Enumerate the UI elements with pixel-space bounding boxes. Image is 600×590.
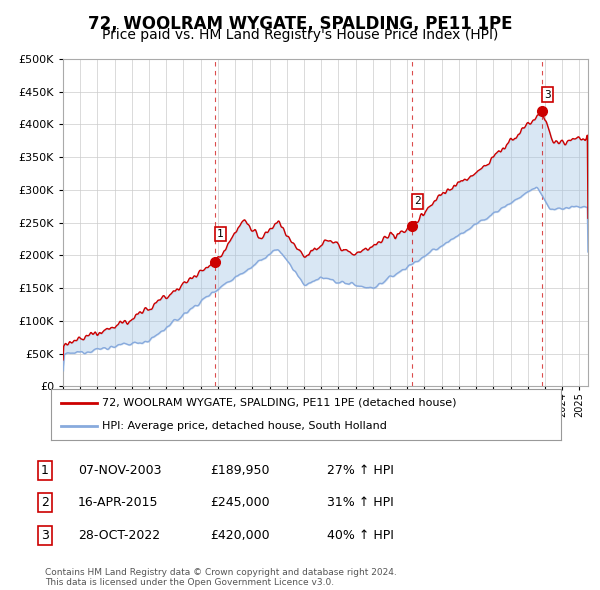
- Text: 72, WOOLRAM WYGATE, SPALDING, PE11 1PE: 72, WOOLRAM WYGATE, SPALDING, PE11 1PE: [88, 15, 512, 33]
- Text: Price paid vs. HM Land Registry's House Price Index (HPI): Price paid vs. HM Land Registry's House …: [102, 28, 498, 42]
- Text: 1: 1: [217, 229, 224, 239]
- Text: 3: 3: [544, 90, 551, 100]
- Text: £420,000: £420,000: [210, 529, 269, 542]
- Text: 3: 3: [41, 529, 49, 542]
- Text: £189,950: £189,950: [210, 464, 269, 477]
- Text: 40% ↑ HPI: 40% ↑ HPI: [327, 529, 394, 542]
- Text: 28-OCT-2022: 28-OCT-2022: [78, 529, 160, 542]
- Text: 27% ↑ HPI: 27% ↑ HPI: [327, 464, 394, 477]
- Text: £245,000: £245,000: [210, 496, 269, 509]
- Text: 16-APR-2015: 16-APR-2015: [78, 496, 158, 509]
- Text: 31% ↑ HPI: 31% ↑ HPI: [327, 496, 394, 509]
- Text: 2: 2: [414, 196, 421, 206]
- Text: Contains HM Land Registry data © Crown copyright and database right 2024.
This d: Contains HM Land Registry data © Crown c…: [45, 568, 397, 587]
- Text: 72, WOOLRAM WYGATE, SPALDING, PE11 1PE (detached house): 72, WOOLRAM WYGATE, SPALDING, PE11 1PE (…: [102, 398, 457, 408]
- Text: 07-NOV-2003: 07-NOV-2003: [78, 464, 161, 477]
- Text: 2: 2: [41, 496, 49, 509]
- Text: HPI: Average price, detached house, South Holland: HPI: Average price, detached house, Sout…: [102, 421, 387, 431]
- Text: 1: 1: [41, 464, 49, 477]
